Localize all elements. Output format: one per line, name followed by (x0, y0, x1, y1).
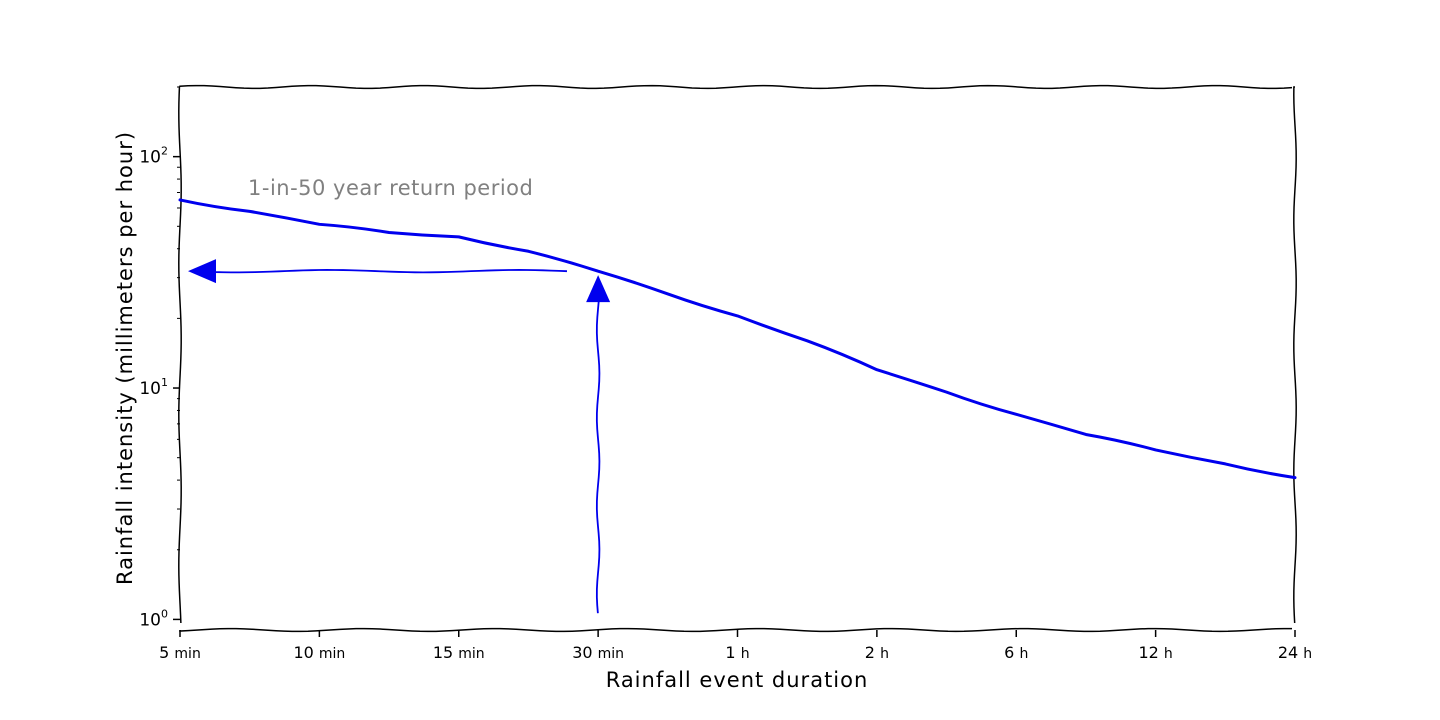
frame-right (1293, 86, 1297, 624)
x-tick-label: 5 min (159, 643, 201, 662)
annotation-label: 1-in-50 year return period (248, 176, 533, 200)
x-tick-label: 10 min (293, 643, 345, 662)
vertical-arrow-shaft (595, 300, 601, 614)
x-axis-label: Rainfall event duration (606, 668, 869, 692)
frame-bottom (179, 627, 1293, 633)
x-tick-label: 2 h (865, 643, 889, 662)
x-tick-label: 1 h (725, 643, 749, 662)
series-line (178, 198, 1297, 480)
plot-frame (178, 84, 1297, 633)
highlight-arrows (188, 259, 611, 614)
y-tick-label: 101 (139, 376, 168, 399)
vertical-arrowhead (586, 275, 611, 303)
x-axis-ticks: 5 min 10 min 15 min 30 min 1 h 2 h 6 h 12 h 24 h (159, 630, 1312, 662)
horizontal-arrowhead (188, 259, 216, 284)
frame-left (178, 86, 182, 624)
frame-top (179, 84, 1293, 90)
x-tick-label: 30 min (572, 643, 624, 662)
y-tick-label: 100 (139, 607, 168, 630)
horizontal-arrow-shaft (214, 269, 568, 274)
y-axis-label: Rainfall intensity (millimeters per hour… (113, 131, 137, 585)
y-tick-label: 102 (139, 145, 168, 168)
x-tick-label: 6 h (1004, 643, 1028, 662)
x-tick-label: 12 h (1138, 643, 1172, 662)
y-axis-ticks: 100 101 102 (139, 86, 180, 630)
series-lines (178, 198, 1297, 480)
x-tick-label: 24 h (1278, 643, 1312, 662)
x-tick-label: 15 min (433, 643, 485, 662)
